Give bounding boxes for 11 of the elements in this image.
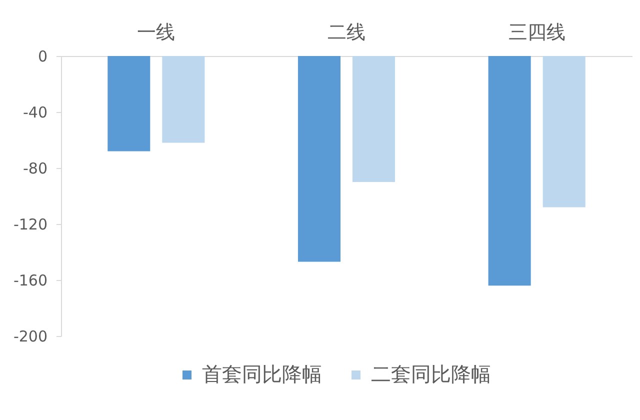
x-tick-label: 一线 [137,22,176,44]
y-tick-label: -40 [23,104,48,122]
x-tick-label: 三四线 [508,22,566,44]
y-tick-label: -80 [23,160,48,178]
legend-label: 首套同比降幅 [202,362,322,386]
y-tick-label: 0 [38,48,48,66]
legend-label: 二套同比降幅 [371,362,491,386]
y-tick-label: -120 [13,216,48,234]
y-tick-label: -200 [13,328,48,346]
x-tick-label: 二线 [328,22,366,44]
y-tick-label: -160 [13,272,48,290]
